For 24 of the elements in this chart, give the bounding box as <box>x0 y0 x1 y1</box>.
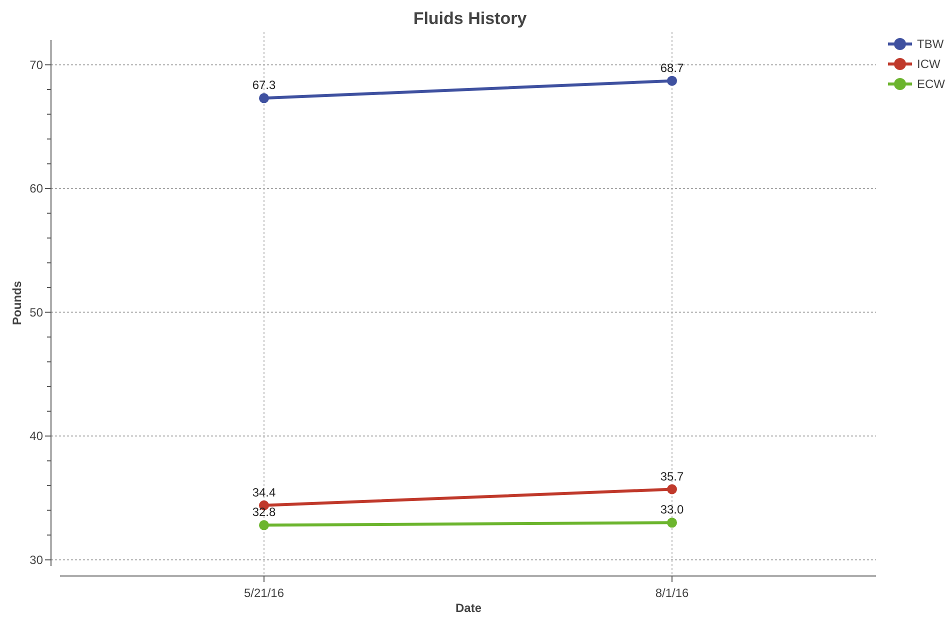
point <box>259 520 269 530</box>
data-label: 68.7 <box>660 60 684 75</box>
x-tick-label: 5/21/16 <box>244 586 284 600</box>
point <box>667 484 677 494</box>
legend-label: ICW <box>917 57 941 72</box>
data-label: 67.3 <box>252 78 276 92</box>
y-tick-label: 40 <box>30 429 44 444</box>
point <box>259 93 269 104</box>
point <box>667 76 677 86</box>
legend-label: TBW <box>917 37 944 52</box>
x-axis-title: Date <box>455 601 482 615</box>
data-label: 34.4 <box>252 485 276 500</box>
legend-label: ECW <box>917 77 946 92</box>
y-tick-label: 50 <box>30 305 44 320</box>
y-tick-label: 60 <box>30 182 44 196</box>
point <box>667 518 677 528</box>
data-label: 32.8 <box>252 505 276 520</box>
y-axis-title: Pounds <box>10 280 24 325</box>
data-label: 33.0 <box>660 502 684 517</box>
x-tick-label: 8/1/16 <box>655 586 689 600</box>
data-label: 35.7 <box>660 469 684 484</box>
y-tick-label: 30 <box>30 553 44 568</box>
chart-title: Fluids History <box>413 9 528 28</box>
y-tick-label: 70 <box>30 58 44 72</box>
